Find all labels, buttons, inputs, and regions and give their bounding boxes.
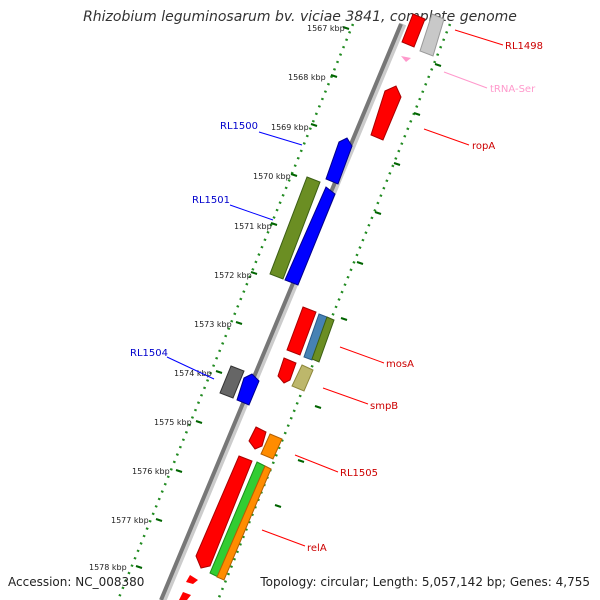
label-mosa[interactable]: mosA [386,359,414,370]
tick-mark [297,459,305,463]
tick-label: 1573 kbp [194,320,232,329]
tick-mark [342,26,350,30]
feature-rl1505-gene[interactable] [260,433,283,460]
tick-label: 1567 kbp [307,24,345,33]
feature-red-bottom-gene[interactable] [186,575,198,584]
outer-track-ticks [274,63,442,508]
feature-trna-ser[interactable] [401,56,411,62]
tick-label: 1577 kbp [111,516,149,525]
feature-rela-gene[interactable] [216,465,272,581]
label-rl1505[interactable]: RL1505 [340,468,378,479]
feature-mosa-red-gene[interactable] [286,306,317,356]
accession-text: Accession: NC_008380 [8,575,145,589]
rela-connector [261,529,306,547]
tick-mark [374,211,382,215]
outer-dotted-track [216,23,452,600]
tick-label: 1572 kbp [214,271,252,280]
map-title: Rhizobium leguminosarum bv. viciae 3841,… [83,9,517,25]
tick-label: 1570 kbp [253,172,291,181]
feature-gray-gene[interactable] [419,13,445,57]
tick-mark [330,74,338,78]
feature-rl1501-gene[interactable] [269,176,321,280]
feature-red-long-gene[interactable] [195,455,253,569]
label-rl1501[interactable]: RL1501 [192,195,230,206]
feature-rl1498-gene[interactable] [401,13,426,48]
tick-label: 1576 kbp [132,467,170,476]
feature-mosa-gene[interactable] [303,313,328,361]
label-rl1504[interactable]: RL1504 [130,348,168,359]
label-rela[interactable]: relA [307,543,327,554]
smpb-connector [322,387,369,405]
feature-red-arrow-gene[interactable] [248,426,267,450]
tick-mark [155,518,163,522]
genome-summary-text: Topology: circular; Length: 5,057,142 bp… [260,575,590,589]
label-rl1498[interactable]: RL1498 [505,41,543,52]
tick-mark [434,63,442,67]
feature-rl1504-gene[interactable] [219,365,245,399]
tick-label: 1574 kbp [174,369,212,378]
tick-label: 1569 kbp [271,123,309,132]
rl1501-connector [229,204,274,221]
tick-label: 1578 kbp [89,563,127,572]
feature-red-small-gene[interactable] [277,357,297,384]
tick-mark [175,469,183,473]
tick-label: 1575 kbp [154,418,192,427]
ropa-connector [423,128,470,146]
tick-mark [135,565,143,569]
label-trna-ser[interactable]: tRNA-Ser [490,84,536,95]
tick-mark [235,321,243,325]
feature-ropa-gene[interactable] [370,85,402,141]
tick-mark [250,271,258,275]
label-smpb[interactable]: smpB [370,401,398,412]
tick-mark [356,261,364,265]
tick-mark [195,420,203,424]
tick-mark [393,162,401,166]
tick-mark [310,123,318,127]
rl1504-connector [166,356,215,380]
tick-mark [290,173,298,177]
label-rl1500[interactable]: RL1500 [220,121,258,132]
feature-rl1500-gene[interactable] [325,137,353,185]
tick-mark [314,405,322,409]
tick-mark [215,370,223,374]
rl1498-connector [454,29,504,46]
scale-ticks [135,26,350,569]
rl1500-connector [258,131,303,146]
backbone [159,23,403,600]
tick-label: 1571 kbp [234,222,272,231]
feature-blue-long-gene[interactable] [284,186,336,286]
feature-mosa-olive-gene[interactable] [311,316,335,363]
rl1505-connector [294,454,339,473]
tick-label: 1568 kbp [288,73,326,82]
label-ropa[interactable]: ropA [472,141,495,152]
feature-smpb-gene[interactable] [291,364,314,392]
trna-connector [443,71,488,89]
tick-mark [274,504,282,508]
tick-mark [413,112,421,116]
tick-mark [340,317,348,321]
feature-blue-short-gene[interactable] [236,373,260,406]
tick-mark [270,222,278,226]
feature-red-bottom2-gene[interactable] [179,592,191,600]
mosa-connector [339,346,385,364]
